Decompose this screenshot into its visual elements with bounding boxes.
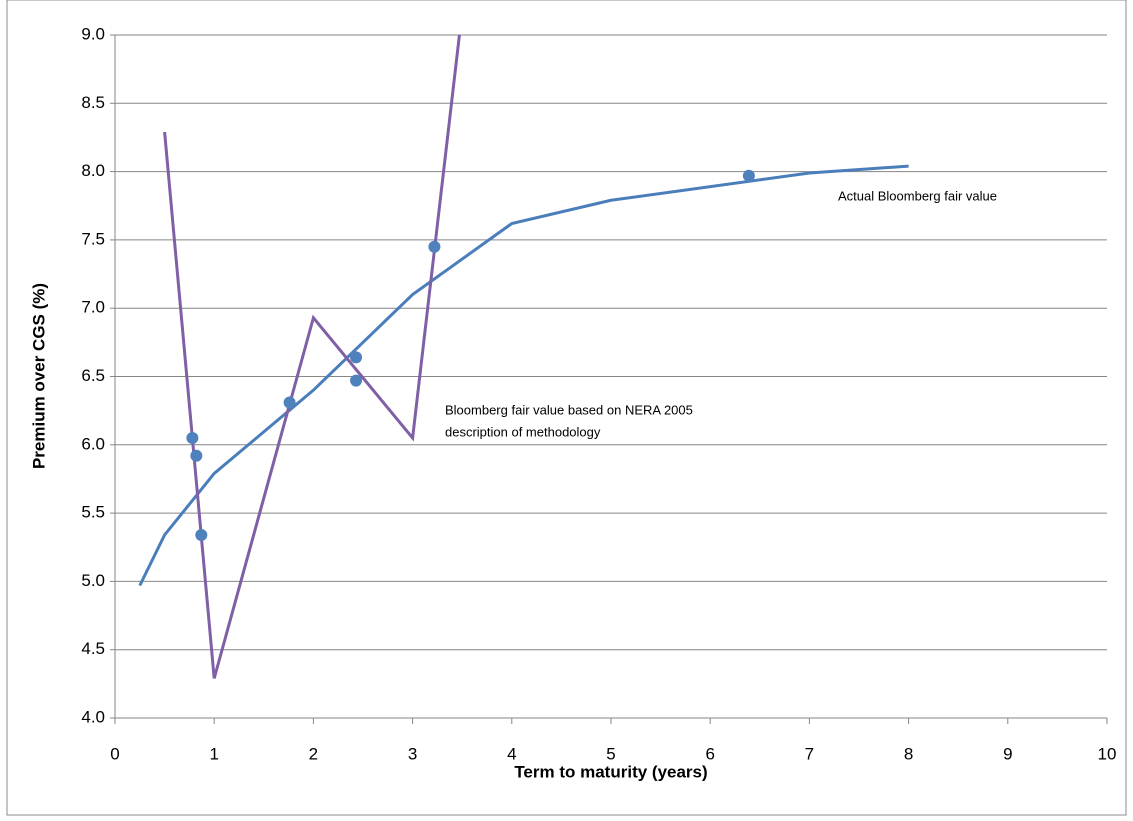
- y-tick-label: 6.5: [81, 366, 105, 385]
- y-tick-label: 5.5: [81, 503, 105, 522]
- x-tick-label: 2: [309, 744, 318, 763]
- data-point: [283, 396, 296, 409]
- x-tick-label: 8: [904, 744, 913, 763]
- y-tick-label: 4.5: [81, 639, 105, 658]
- x-axis-title: Term to maturity (years): [514, 762, 707, 781]
- y-tick-label: 8.0: [81, 161, 105, 180]
- data-point: [350, 351, 363, 364]
- x-tick-label: 3: [408, 744, 417, 763]
- y-axis-title: Premium over CGS (%): [29, 283, 48, 469]
- x-tick-label: 7: [805, 744, 814, 763]
- series-line: [138, 164, 909, 587]
- series-line: [163, 35, 461, 679]
- x-tick-label: 5: [606, 744, 615, 763]
- annotation: Actual Bloomberg fair value: [838, 188, 997, 203]
- data-point: [428, 240, 441, 253]
- x-tick-label: 9: [1003, 744, 1012, 763]
- annotation: Bloomberg fair value based on NERA 2005: [445, 402, 693, 417]
- y-tick-label: 9.0: [81, 24, 105, 43]
- annotation: description of methodology: [445, 424, 601, 439]
- y-tick-label: 7.5: [81, 229, 105, 248]
- y-tick-label: 8.5: [81, 93, 105, 112]
- y-tick-label: 6.0: [81, 434, 105, 453]
- y-tick-label: 4.0: [81, 707, 105, 726]
- x-tick-label: 1: [209, 744, 218, 763]
- x-tick-label: 10: [1098, 744, 1117, 763]
- y-tick-label: 7.0: [81, 298, 105, 317]
- y-tick-label: 5.0: [81, 571, 105, 590]
- data-point: [350, 374, 363, 387]
- x-tick-label: 0: [110, 744, 119, 763]
- data-point: [742, 169, 755, 182]
- data-point: [190, 449, 203, 462]
- data-point: [186, 431, 199, 444]
- chart-border: [6, 0, 1127, 816]
- data-point: [195, 528, 208, 541]
- x-tick-label: 6: [705, 744, 714, 763]
- x-tick-label: 4: [507, 744, 516, 763]
